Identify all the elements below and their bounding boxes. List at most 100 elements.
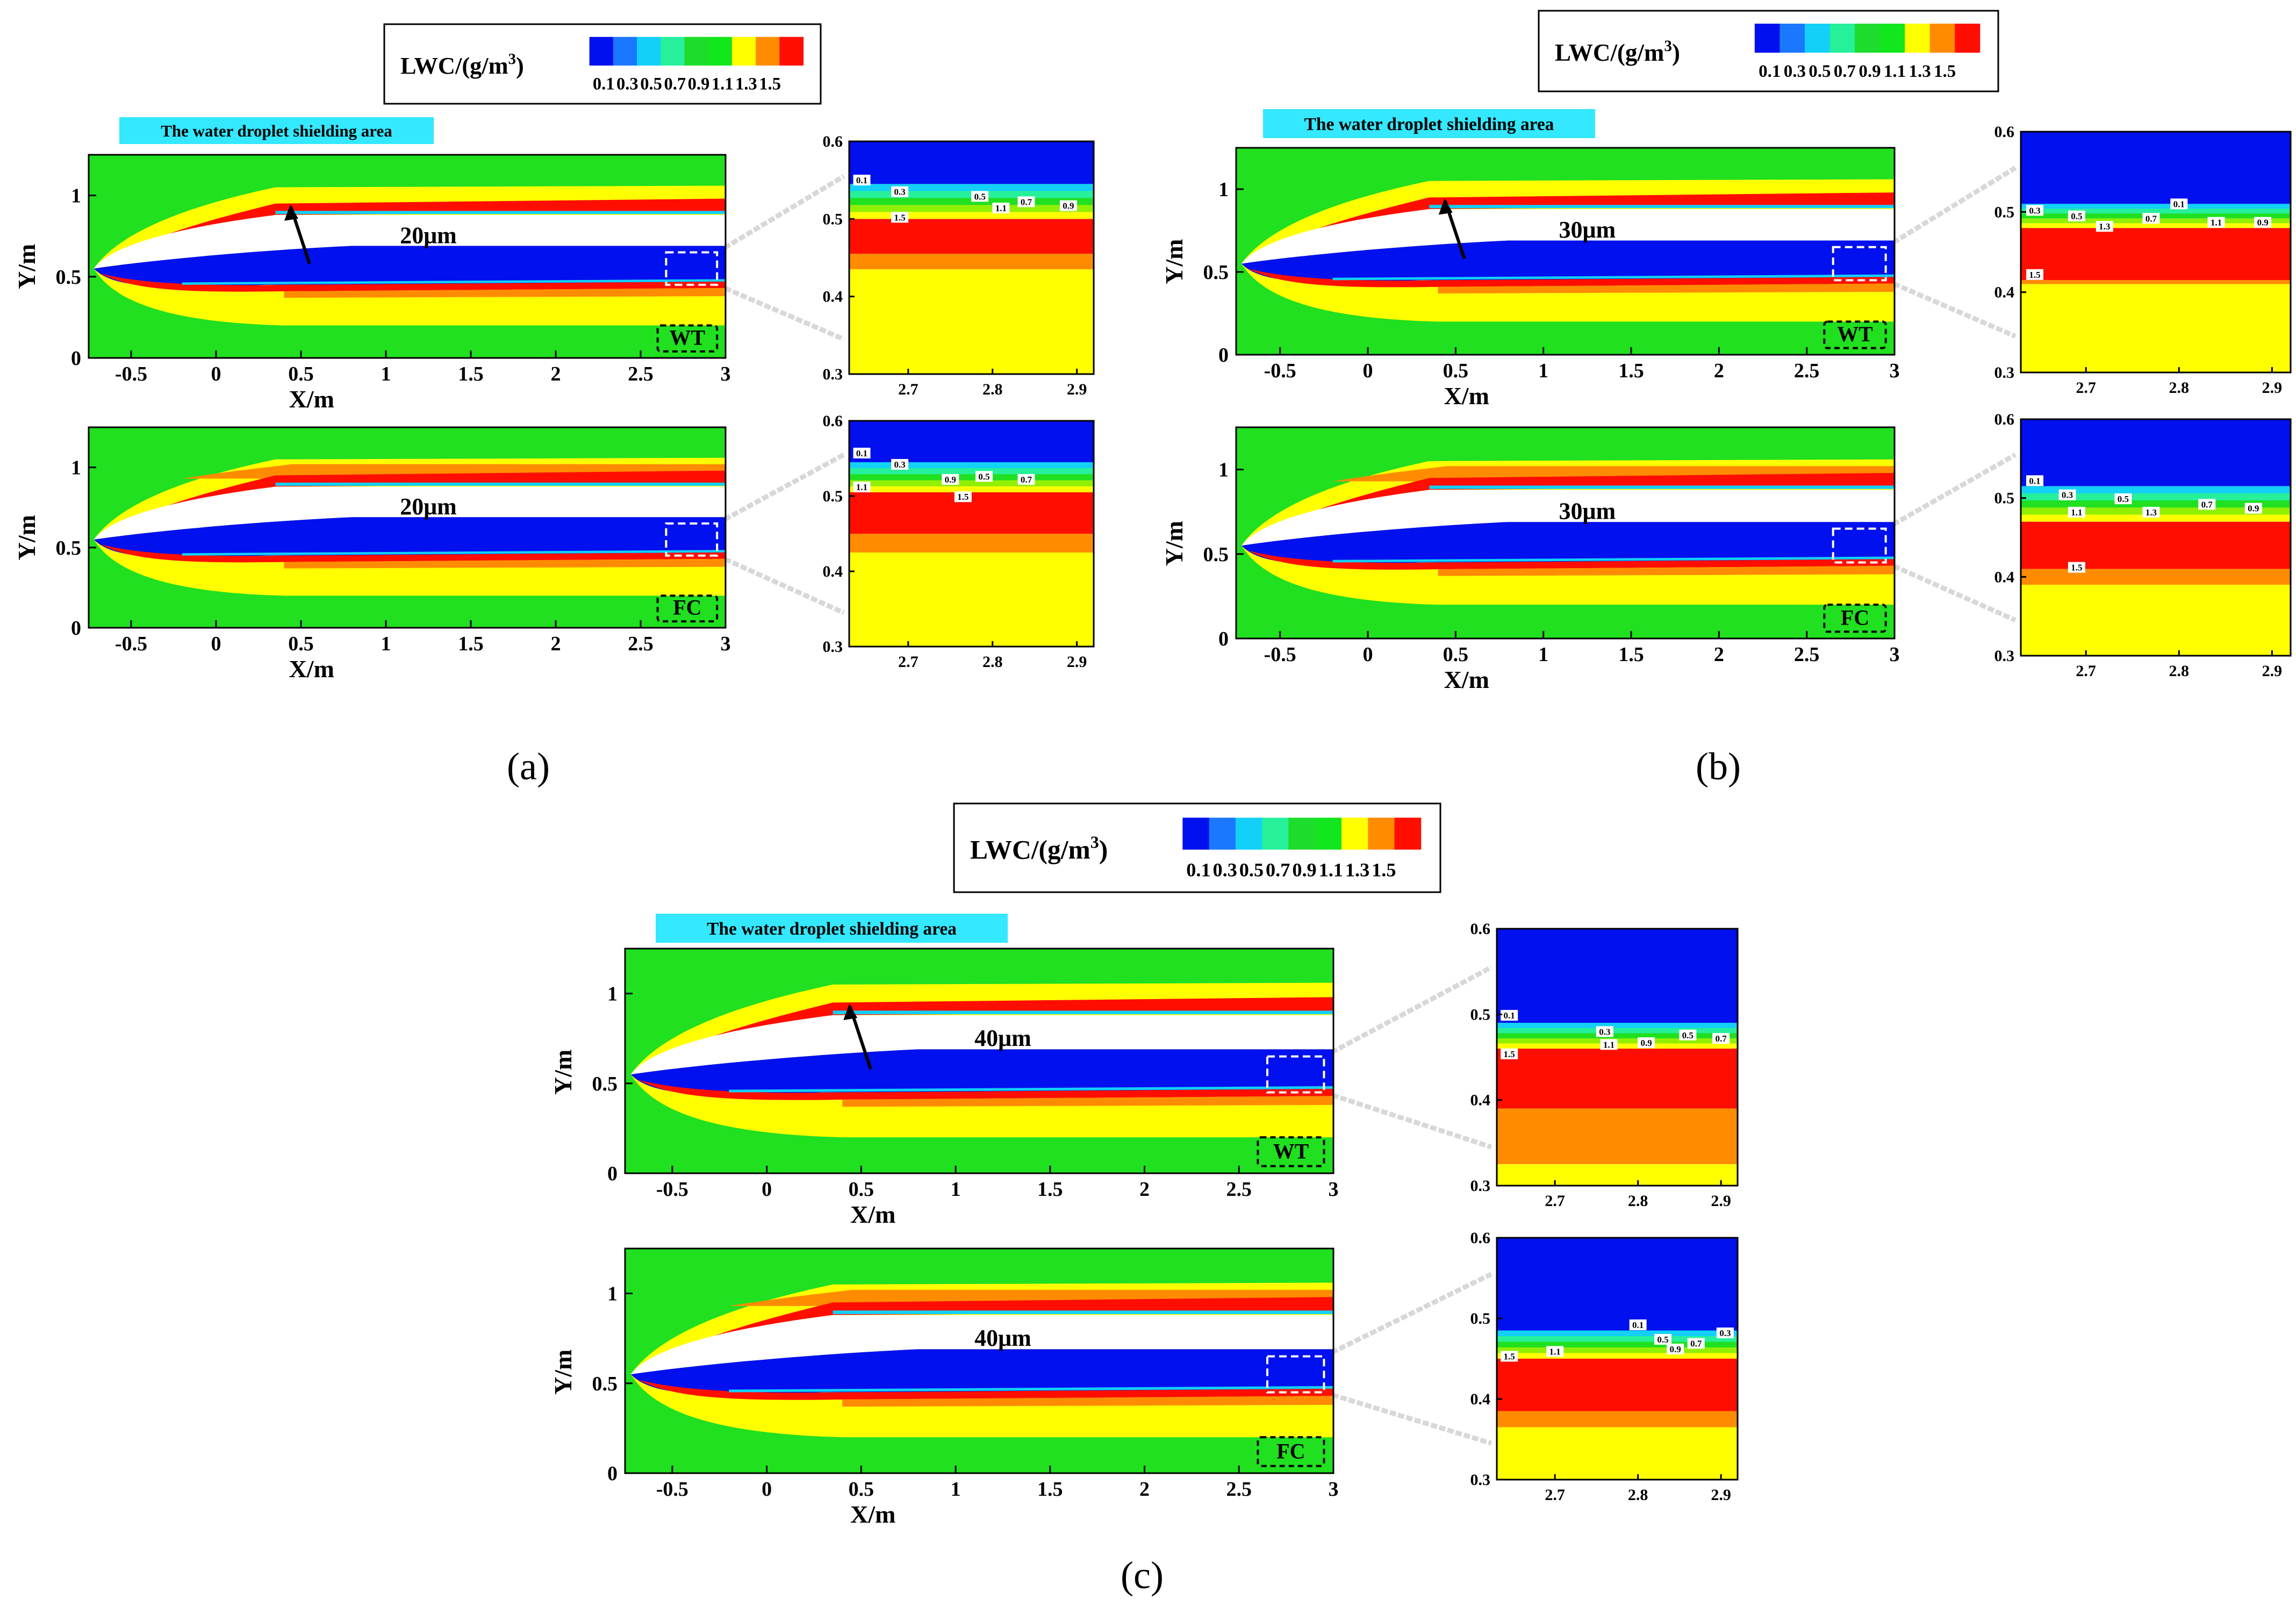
contour-value-bg: [954, 491, 972, 503]
x-tick-label: 3: [1329, 1178, 1339, 1201]
contour-field: 20μm WT: [89, 155, 726, 358]
zoom-x-tick-label: 2.8: [2169, 379, 2190, 397]
colorbar-swatch: [779, 37, 804, 66]
zoom-x-tick-label: 2.7: [2076, 662, 2096, 680]
zoom-connector: [715, 174, 845, 255]
contour-value-bg: [1059, 200, 1077, 211]
upper-cyan-line: [833, 1010, 1333, 1015]
contour-value-label: 0.5: [978, 471, 989, 482]
body-white: [94, 486, 726, 540]
x-axis-title: X/m: [850, 1201, 895, 1228]
zoom-contour-strip: [849, 486, 1094, 492]
subfigure-label: (b): [1696, 745, 1741, 788]
droplet-diameter-label: 30μm: [1559, 498, 1616, 525]
zoom-band: [849, 553, 1094, 647]
colorbar-swatch: [1879, 24, 1905, 53]
zoom-x-tick-label: 2.8: [1628, 1192, 1648, 1210]
colorbar-tick-label: 0.1: [1759, 62, 1781, 81]
zoom-y-tick-label: 0.4: [823, 563, 843, 580]
contour-value-bg: [1017, 196, 1035, 207]
contour-value-bg: [853, 175, 871, 186]
colorbar-tick-label: 1.5: [759, 74, 781, 94]
zoom-window: [1266, 1355, 1325, 1394]
colorbar-swatch: [1855, 24, 1881, 53]
zoom-band: [2021, 284, 2291, 372]
zoom-connector: [716, 553, 845, 615]
contour-value-bg: [1600, 1039, 1618, 1050]
contour-value-bg: [1654, 1334, 1671, 1345]
zoom-x-tick-label: 2.8: [2169, 662, 2190, 680]
case-tag-label: WT: [670, 325, 706, 349]
x-tick-label: 2.5: [1794, 360, 1820, 382]
colorbar-swatch: [1341, 817, 1368, 850]
shield-blue-region: [630, 1049, 1333, 1095]
zoom-connector: [1884, 278, 2017, 339]
case-tag-label: FC: [1841, 605, 1869, 629]
x-tick-label: 0: [1363, 360, 1373, 382]
colorbars: LWC/(g/m3)0.1 0.3 0.5 0.7 0.9 1.1 1.3 1.5LWC/(g…: [383, 10, 1999, 893]
zoom-y-tick-label: 0.3: [823, 638, 843, 656]
colorbar-tick-label: 0.7: [1834, 62, 1856, 81]
contour-value-bg: [1638, 1037, 1655, 1049]
panel-frame: [1235, 147, 1896, 356]
colorbar-swatch: [1780, 24, 1805, 53]
panel-frame: [624, 1247, 1334, 1474]
y-tick-label: 0: [71, 347, 81, 370]
x-tick-label: 2: [1139, 1178, 1150, 1201]
zoom-band: [849, 269, 1094, 374]
colorbar-tick-label: 0.1: [1186, 859, 1210, 880]
case-tag-box: [1823, 604, 1887, 633]
zoom-connector: [716, 282, 845, 342]
upper-red-stripe: [101, 470, 726, 535]
y-tick-label: 1: [71, 185, 81, 207]
colorbar-swatch: [1394, 817, 1422, 850]
shield-label-bg: [656, 914, 1008, 943]
contour-value-label: 0.5: [2118, 494, 2129, 504]
zoom-connector: [1323, 1390, 1493, 1446]
y-tick-label: 1: [71, 457, 81, 479]
zoom-x-tick-label: 2.8: [1628, 1486, 1648, 1504]
x-tick-label: 1.5: [1037, 1178, 1063, 1201]
lower-cyan-line: [729, 1386, 1333, 1393]
shield-label: The water droplet shielding area: [707, 919, 957, 939]
y-axis-title: Y/m: [549, 1350, 577, 1395]
colorbar-swatch: [1955, 24, 1981, 53]
body-white: [630, 1315, 1333, 1375]
zoom-x-tick-label: 2.9: [1067, 381, 1087, 398]
y-axis-title: Y/m: [13, 244, 40, 289]
lower-cyan-line: [1332, 274, 1895, 281]
lower-red-band: [101, 273, 726, 292]
x-tick-label: 2: [551, 633, 561, 655]
contour-value-label: 0.9: [1640, 1038, 1652, 1048]
zoom-contour-strip: [849, 212, 1094, 219]
contour-value-label: 0.7: [2146, 213, 2157, 224]
x-axis-title: X/m: [289, 655, 334, 683]
contour-panel-fc-4: 30μm FC -0.5 0 0.5 1 1.5 2 2.5 3 0 0.5 1 X/m Y/m: [1160, 426, 1900, 693]
upper-red-stripe: [101, 198, 726, 264]
lower-orange-band: [842, 1096, 1333, 1107]
zoom-panel-fc-6: 0.1 0.3 0.5 0.7 0.9 1.5 1.1 2.7 2.8 2.9 0.3 0.4 0.5 0…: [1470, 1229, 1739, 1504]
upper-cyan-line: [833, 1310, 1333, 1315]
zoom-contour-strip: [2021, 493, 2291, 501]
lower-cyan-line: [182, 279, 726, 285]
zoom-band: [849, 141, 1094, 184]
contour-value-bg: [2096, 221, 2113, 232]
shield-arrow-head: [284, 204, 299, 221]
body-white: [630, 1015, 1333, 1075]
colorbar-title: LWC/(g/m3): [970, 833, 1108, 865]
colorbar-tick-label: 0.5: [640, 74, 662, 94]
zoom-y-tick-label: 0.5: [1470, 1310, 1491, 1328]
zoom-contour-strip: [2021, 204, 2291, 209]
contour-value-label: 1.1: [856, 482, 867, 492]
x-tick-label: 3: [1890, 643, 1900, 666]
zoom-panel-wt-3: 0.3 0.1 0.5 1.3 0.7 1.1 0.9 1.5 2.7 2.8 2.9 0.3 0.4 0…: [1994, 123, 2292, 397]
zoom-frame: [1496, 928, 1739, 1187]
zoom-band: [1497, 929, 1738, 1023]
x-tick-label: 1.5: [458, 633, 484, 655]
lower-red-band: [1248, 268, 1895, 288]
x-tick-label: 3: [721, 363, 731, 385]
contour-value-label: 0.7: [1715, 1034, 1727, 1044]
x-axis-title: X/m: [289, 385, 334, 413]
zoom-connector: [1884, 453, 2017, 531]
